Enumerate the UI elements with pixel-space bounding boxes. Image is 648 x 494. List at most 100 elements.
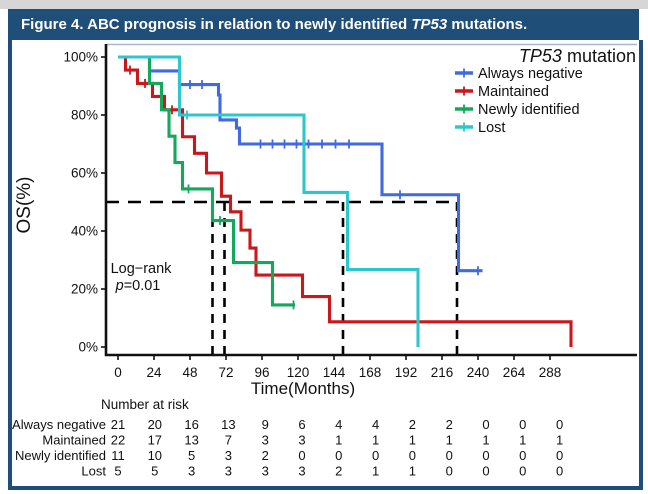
x-tick-label: 0 (114, 365, 122, 380)
risk-count: 21 (111, 417, 125, 432)
figure-title-prefix: Figure 4. ABC prognosis in relation to n… (21, 16, 412, 33)
risk-count: 10 (148, 448, 162, 463)
risk-count: 2 (335, 464, 342, 479)
risk-count: 0 (335, 448, 342, 463)
number-at-risk-table: Always negative 21 20 16 13 9 6 4 4 2 2 0 0 0Maintain… (12, 417, 563, 479)
pvalue-label: p=0.01 (115, 278, 161, 294)
y-tick-label: 40% (71, 224, 98, 239)
risk-count: 3 (188, 464, 195, 479)
x-tick-label: 24 (146, 365, 162, 380)
risk-count: 0 (482, 464, 489, 479)
x-tick-label: 144 (323, 365, 346, 380)
risk-table-title: Number at risk (101, 397, 189, 412)
risk-row-label: Maintained (42, 433, 106, 448)
km-curve-lost (118, 55, 420, 347)
risk-count: 5 (114, 464, 121, 479)
x-tick-label: 72 (218, 365, 233, 380)
risk-count: 13 (221, 417, 235, 432)
risk-count: 5 (151, 464, 158, 479)
risk-count: 3 (298, 433, 305, 448)
risk-count: 1 (446, 433, 453, 448)
x-axis-title: Time(Months) (251, 379, 355, 398)
legend-item-always-negative: Always negative (455, 66, 583, 82)
risk-count: 3 (262, 464, 269, 479)
risk-count: 2 (409, 417, 416, 432)
figure-frame (8, 40, 643, 490)
legend-label: Always negative (478, 66, 583, 82)
x-tick-label: 288 (539, 365, 562, 380)
y-tick-label: 60% (71, 166, 98, 181)
risk-count: 1 (409, 433, 416, 448)
risk-count: 0 (372, 448, 379, 463)
x-tick-label: 120 (287, 365, 310, 380)
y-tick-label: 100% (63, 50, 98, 65)
legend-item-maintained: Maintained (455, 84, 549, 100)
risk-row-label: Always negative (12, 417, 106, 432)
risk-count: 0 (556, 464, 563, 479)
logrank-label: Log−rank (111, 261, 173, 277)
risk-count: 0 (556, 417, 563, 432)
risk-count: 7 (225, 433, 232, 448)
risk-count: 1 (482, 433, 489, 448)
legend-title-gene: TP53 (519, 46, 562, 66)
risk-count: 0 (482, 417, 489, 432)
km-series-newly-identified (118, 55, 295, 310)
legend-title-rest: mutation (562, 46, 636, 66)
risk-count: 3 (225, 464, 232, 479)
risk-row-maintained: Maintained 22 17 13 7 3 3 1 1 1 1 1 1 1 (42, 433, 563, 448)
risk-count: 1 (372, 464, 379, 479)
legend: Always negative Maintained Newly identifie… (455, 66, 583, 136)
risk-count: 17 (148, 433, 162, 448)
x-tick-label: 96 (254, 365, 269, 380)
risk-count: 0 (519, 448, 526, 463)
risk-row-newly-identified: Newly identified 11 10 5 3 2 0 0 0 0 0 0 0 0 (15, 448, 563, 463)
risk-count: 0 (446, 448, 453, 463)
km-series-maintained (118, 55, 573, 347)
risk-row-label: Lost (81, 464, 106, 479)
x-tick-label: 240 (467, 365, 490, 380)
pvalue-p: p (115, 278, 124, 294)
risk-count: 6 (298, 417, 305, 432)
risk-count: 0 (409, 448, 416, 463)
y-axis-title: OS(%) (14, 177, 35, 234)
risk-count: 0 (556, 448, 563, 463)
risk-row-lost: Lost 5 5 3 3 3 3 2 1 1 0 0 0 0 (81, 464, 563, 479)
legend-label: Maintained (478, 84, 549, 100)
x-tick-label: 168 (359, 365, 382, 380)
risk-count: 3 (298, 464, 305, 479)
risk-count: 13 (184, 433, 198, 448)
risk-count: 5 (188, 448, 195, 463)
risk-count: 9 (262, 417, 269, 432)
risk-count: 3 (225, 448, 232, 463)
risk-count: 0 (446, 464, 453, 479)
km-curve-newly-identified (118, 55, 295, 307)
risk-count: 20 (148, 417, 162, 432)
axis-lines (104, 44, 637, 357)
km-curves (118, 55, 573, 347)
risk-row-always-negative: Always negative 21 20 16 13 9 6 4 4 2 2 0 0 0 (12, 417, 563, 432)
risk-count: 2 (262, 448, 269, 463)
legend-item-newly-identified: Newly identified (455, 102, 580, 118)
pvalue-rest: =0.01 (124, 278, 161, 294)
risk-count: 0 (519, 417, 526, 432)
y-tick-label: 20% (71, 282, 98, 297)
risk-count: 1 (372, 433, 379, 448)
y-tick-label: 80% (71, 108, 98, 123)
figure-title-suffix: mutations. (447, 16, 528, 33)
risk-count: 1 (335, 433, 342, 448)
km-curve-maintained (118, 55, 573, 347)
km-curve-always-negative (118, 55, 483, 273)
risk-count: 0 (482, 448, 489, 463)
risk-count: 1 (556, 433, 563, 448)
risk-count: 0 (298, 448, 305, 463)
x-tick-label: 216 (431, 365, 454, 380)
x-tick-label: 48 (182, 365, 197, 380)
risk-count: 22 (111, 433, 125, 448)
figure-title-bar: Figure 4. ABC prognosis in relation to n… (8, 9, 639, 40)
risk-count: 4 (335, 417, 342, 432)
risk-count: 3 (262, 433, 269, 448)
legend-label: Lost (478, 120, 505, 136)
median-guide-lines (106, 200, 459, 355)
risk-row-label: Newly identified (15, 448, 106, 463)
